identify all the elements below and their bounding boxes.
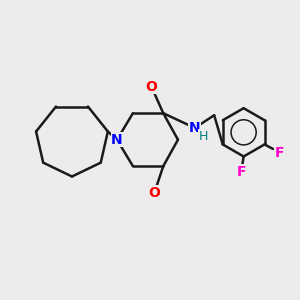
Text: F: F — [275, 146, 285, 160]
Text: H: H — [199, 130, 208, 143]
Text: O: O — [146, 80, 158, 94]
Text: F: F — [236, 165, 246, 179]
Text: N: N — [189, 121, 201, 135]
Text: N: N — [111, 133, 123, 147]
Text: O: O — [148, 186, 160, 200]
